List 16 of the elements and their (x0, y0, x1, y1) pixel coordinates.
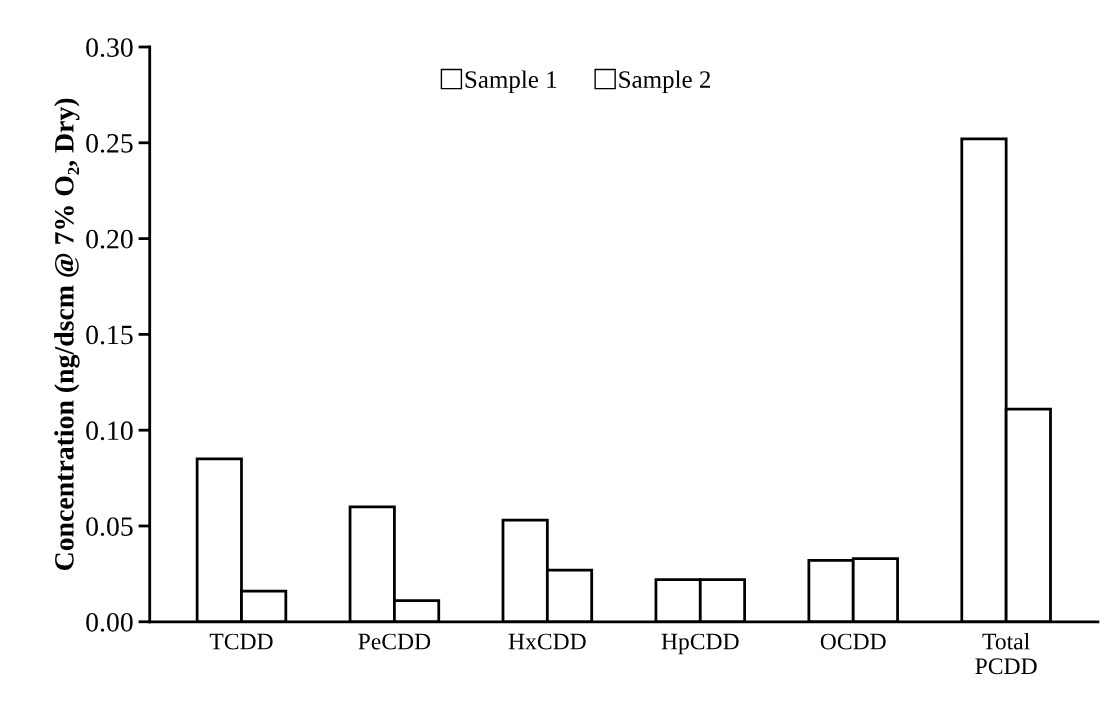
x-tick-label: HpCDD (661, 633, 739, 655)
x-tick-label: PeCDD (358, 633, 431, 650)
y-tick-label: 0.05 (86, 517, 133, 537)
y-tick-label: 0.10 (86, 421, 133, 441)
x-tick-label: TCDD (209, 633, 273, 650)
legend-label: Sample 1 (465, 70, 557, 94)
x-tick-label: HxCDD (508, 633, 586, 650)
x-tick-label: OCDD (820, 633, 886, 650)
legend-label: Sample 2 (619, 70, 711, 94)
y-tick-label: 0.00 (86, 612, 133, 632)
y-tick-label: 0.15 (86, 325, 133, 345)
y-axis-title: Concentration (ng/dscm @ 7% O₂, Dry) (54, 98, 80, 570)
y-tick-label: 0.20 (86, 229, 133, 249)
y-tick-label: 0.25 (86, 133, 133, 153)
y-tick-label: 0.30 (86, 38, 133, 58)
x-tick-label: Total PCDD (975, 632, 1037, 675)
